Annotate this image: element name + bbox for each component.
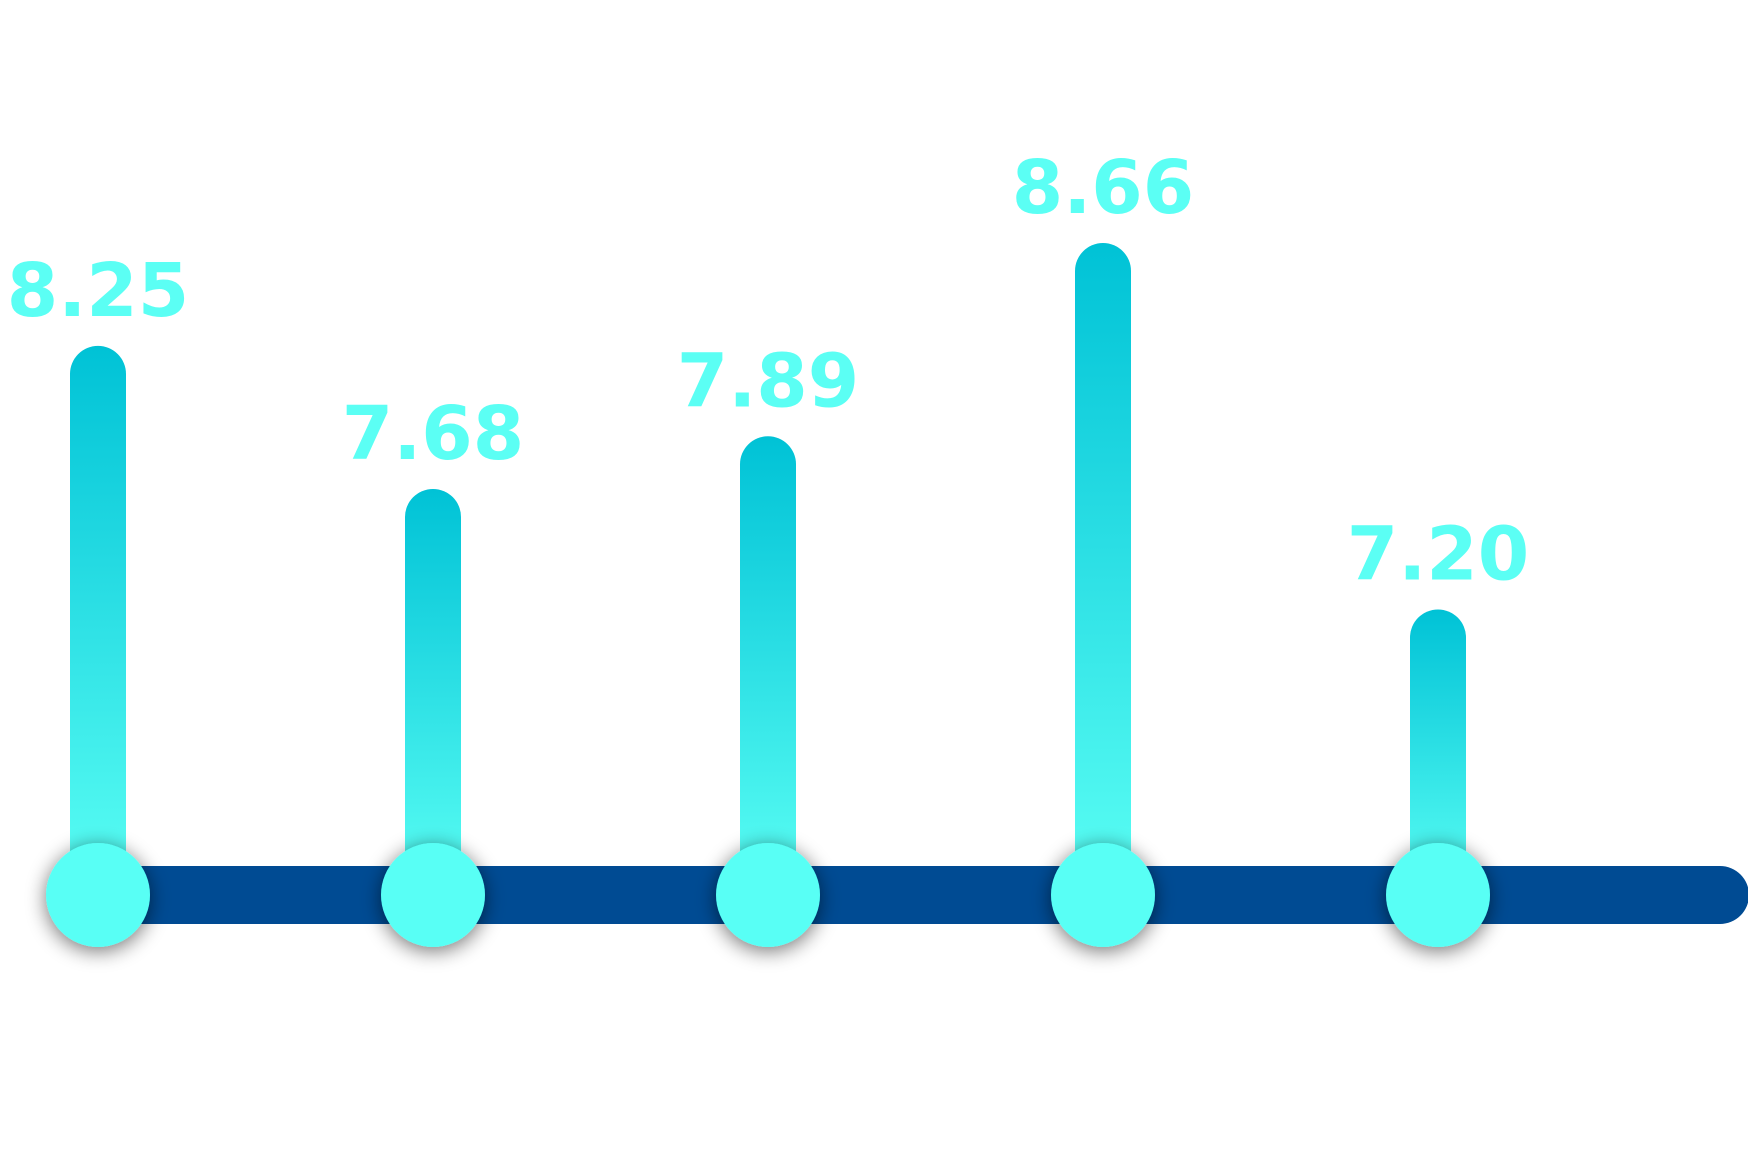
marker-1 [46,843,150,947]
value-labels-layer: 8.25 7.68 7.89 8.66 7.20 [7,145,1530,597]
stem-4 [1075,243,1131,895]
stem-1 [70,345,126,895]
stems-layer [70,243,1466,895]
stem-2 [405,488,461,895]
markers-layer [46,843,1490,947]
value-label-5: 7.20 [1347,511,1530,597]
value-label-3: 7.89 [677,338,860,424]
value-label-4: 8.66 [1012,145,1195,231]
marker-4 [1051,843,1155,947]
marker-3 [716,843,820,947]
marker-5 [1386,843,1490,947]
marker-2 [381,843,485,947]
stem-3 [740,436,796,895]
stem-5 [1410,609,1466,895]
value-label-2: 7.68 [342,391,525,477]
value-label-1: 8.25 [7,248,190,334]
